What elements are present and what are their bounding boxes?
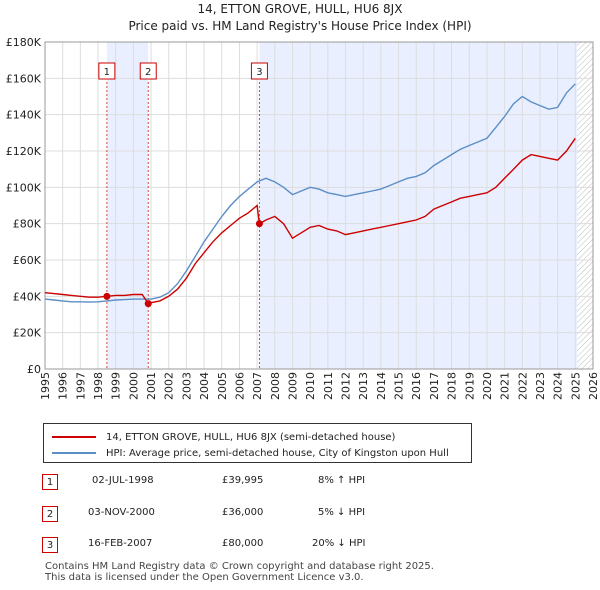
shaded-region-1: [106, 42, 149, 369]
chart-title: 14, ETTON GROVE, HULL, HU6 8JX: [198, 2, 403, 16]
x-tick-label: 2001: [145, 372, 158, 400]
x-tick-label: 2008: [269, 372, 282, 400]
legend-item-property: 14, ETTON GROVE, HULL, HU6 8JX (semi-det…: [52, 429, 395, 445]
x-tick-label: 2023: [534, 372, 547, 400]
sale-date: 02-JUL-1998: [92, 475, 154, 486]
y-tick-label: £80K: [13, 218, 42, 231]
x-tick-label: 2011: [322, 372, 335, 400]
footer: Contains HM Land Registry data © Crown c…: [45, 561, 434, 583]
x-tick-label: 2015: [393, 372, 406, 400]
sale-number: 3: [42, 537, 58, 553]
sale-date: 16-FEB-2007: [88, 538, 153, 549]
legend-swatch-hpi: [52, 452, 96, 454]
y-tick-label: £100K: [6, 181, 42, 194]
sale-number-box: [139, 62, 157, 80]
sale-number-label: 3: [256, 67, 262, 78]
shaded-region-3: [259, 42, 578, 369]
series-line-property: [44, 137, 576, 305]
series-line-hpi: [44, 83, 576, 303]
x-tick-label: 1996: [57, 372, 70, 400]
x-tick-label: 2012: [340, 372, 353, 400]
footer-copyright: Contains HM Land Registry data © Crown c…: [45, 561, 434, 572]
x-tick-label: 2007: [251, 372, 264, 400]
x-tick-label: 1998: [92, 372, 105, 400]
y-tick-label: £20K: [13, 327, 42, 340]
footer-licence: This data is licensed under the Open Gov…: [45, 572, 364, 583]
sale-number: 2: [42, 506, 58, 522]
x-tick-label: 2005: [216, 372, 229, 400]
x-tick-label: 2009: [286, 372, 299, 400]
sale-number: 1: [42, 474, 58, 490]
sale-number-label: 2: [145, 67, 151, 78]
legend-label-property: 14, ETTON GROVE, HULL, HU6 8JX (semi-det…: [106, 431, 396, 443]
x-tick-label: 2020: [481, 372, 494, 400]
sale-number-box: [98, 62, 116, 80]
x-tick-label: 2026: [587, 372, 600, 400]
y-tick-label: £0: [27, 363, 41, 376]
price-chart: 14, ETTON GROVE, HULL, HU6 8JX Price pai…: [6, 2, 600, 400]
legend: 14, ETTON GROVE, HULL, HU6 8JX (semi-det…: [43, 423, 472, 463]
y-tick-label: £140K: [6, 109, 42, 122]
x-tick-label: 1997: [74, 372, 87, 400]
x-tick-label: 2002: [163, 372, 176, 400]
x-tick-label: 1999: [110, 372, 123, 400]
sale-hpi-diff: 5% ↓ HPI: [318, 507, 366, 518]
x-tick-label: 2014: [375, 372, 388, 400]
forecast-hatch: [577, 42, 593, 369]
x-tick-label: 2013: [357, 372, 370, 400]
sale-hpi-diff: 8% ↑ HPI: [318, 475, 366, 486]
x-tick-label: 2003: [180, 372, 193, 400]
chart-subtitle: Price paid vs. HM Land Registry's House …: [128, 19, 471, 33]
legend-swatch-property: [52, 436, 96, 438]
sale-price: £39,995: [222, 475, 264, 486]
x-tick-label: 2025: [569, 372, 582, 400]
sale-point: [103, 292, 111, 300]
y-tick-label: £180K: [6, 36, 42, 49]
sale-number-box: [250, 62, 268, 80]
y-tick-label: £40K: [13, 290, 42, 303]
sale-price: £36,000: [222, 507, 264, 518]
sale-hpi-diff: 20% ↓ HPI: [312, 538, 366, 549]
x-tick-label: 2016: [410, 372, 423, 400]
sale-point: [255, 220, 263, 228]
x-tick-label: 2017: [428, 372, 441, 400]
sale-point: [144, 300, 152, 308]
x-tick-label: 2018: [446, 372, 459, 400]
plot-frame: [44, 41, 594, 370]
x-tick-label: 2000: [127, 372, 140, 400]
y-tick-label: £160K: [6, 72, 42, 85]
x-tick-label: 2024: [552, 372, 565, 400]
x-tick-label: 2021: [499, 372, 512, 400]
sale-number-label: 1: [104, 67, 110, 78]
y-tick-label: £120K: [6, 145, 42, 158]
sale-date: 03-NOV-2000: [88, 507, 155, 518]
x-tick-label: 2006: [233, 372, 246, 400]
x-tick-label: 1995: [39, 372, 52, 400]
sale-price: £80,000: [222, 538, 264, 549]
legend-item-hpi: HPI: Average price, semi-detached house,…: [52, 445, 449, 461]
x-tick-label: 2022: [516, 372, 529, 400]
x-tick-label: 2004: [198, 372, 211, 400]
x-tick-label: 2019: [463, 372, 476, 400]
legend-label-hpi: HPI: Average price, semi-detached house,…: [106, 447, 449, 459]
y-tick-label: £60K: [13, 254, 42, 267]
x-tick-label: 2010: [304, 372, 317, 400]
